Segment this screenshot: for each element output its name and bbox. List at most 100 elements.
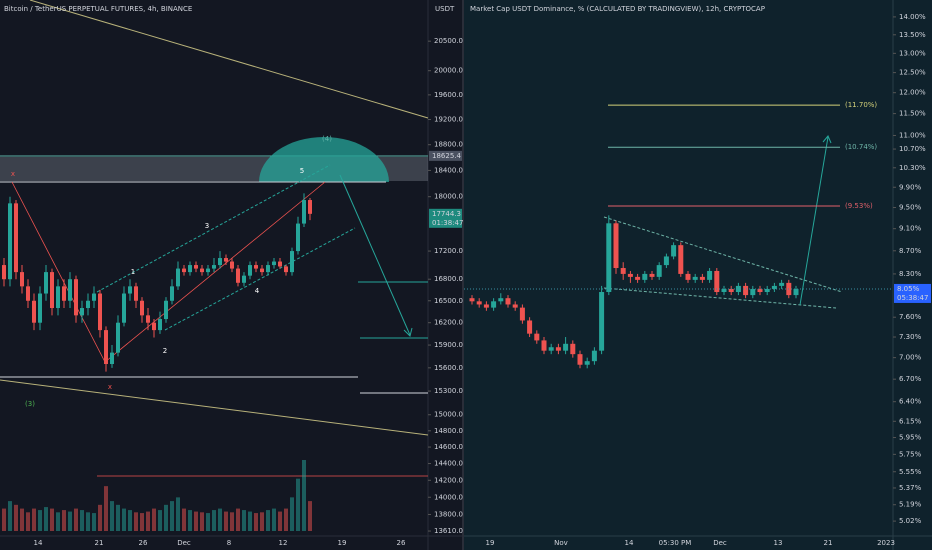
x-tick-label: Dec [713,539,727,547]
candle-body [671,245,677,257]
candle-body [627,273,633,277]
x-tick-label: 12 [279,539,288,547]
candle-body [128,286,132,294]
x-tick-label: 14 [34,539,43,547]
candle-body [728,288,734,293]
y-tick-label: 9.90% [899,183,922,191]
volume-bar [224,511,228,531]
candle-body [757,288,763,293]
candle-body [200,268,204,273]
y-tick-label: 17200.0 [434,247,463,255]
candle-body [50,272,54,309]
y-tick-label: 5.55% [899,468,922,476]
y-tick-label: 14000.0 [434,493,463,501]
candle-body [278,261,282,267]
volume-bar [194,511,198,531]
candle-body [302,200,306,224]
volume-bar [266,510,270,531]
candle-body [266,265,270,273]
volume-bar [140,513,144,531]
volume-bar [14,504,18,531]
y-tick-label: 6.70% [899,375,922,383]
y-tick-label: 10.30% [899,164,926,172]
volume-bar [128,510,132,531]
volume-bar [164,504,168,531]
candle-body [146,315,150,323]
volume-bar [308,501,312,531]
candle-body [158,319,162,331]
y-tick-label: 14.00% [899,13,926,21]
volume-bar [56,512,60,531]
candle-body [122,293,126,323]
x-tick-label: 19 [486,539,495,547]
candle-body [134,286,138,301]
arrow-head [403,327,413,337]
candle-body [779,282,785,286]
candle-body [272,261,276,266]
title: Bitcoin / TetherUS PERPETUAL FUTURES, 4h… [4,5,192,13]
candle-body [110,352,114,365]
wave-label: 4 [255,287,260,295]
y-tick-label: 18000.0 [434,193,463,201]
y-tick-label: 7.00% [899,354,922,362]
candle-body [38,293,42,323]
volume-bar [8,501,12,531]
candle-body [230,261,234,269]
candle-body [563,343,569,351]
volume-bar [206,513,210,531]
y-tick-label: 5.37% [899,484,922,492]
wave-label: 5 [300,167,304,175]
level-label: (10.74%) [845,143,877,151]
candle-body [527,320,533,334]
y-tick-label: 5.95% [899,434,922,442]
candle-body [656,265,662,277]
candle-body [519,307,525,321]
y-tick-label: 10.70% [899,145,926,153]
candle-body [699,276,705,280]
volume-bar [38,510,42,531]
volume-bar [32,508,36,531]
x-tick-label: 8 [227,539,231,547]
candle-body [80,308,84,316]
channel [164,227,356,331]
y-tick-label: 7.60% [899,313,922,321]
arrow [339,174,411,336]
candle-body [164,300,168,320]
candle-body [140,300,144,316]
volume-bar [236,508,240,531]
candle-body [236,268,240,283]
triangle [603,216,843,293]
price-label-box [894,283,931,303]
volume-bar [176,497,180,531]
arrow-head [822,135,832,144]
candle-body [212,265,216,269]
price-label: 17744.3 [432,210,461,218]
y-tick-label: 15300.0 [434,387,463,395]
triangle [603,287,837,309]
candle-body [476,301,482,305]
x-tick-label: 05:30 PM [659,539,692,547]
y-tick-label: 13.50% [899,31,926,39]
candle-body [469,298,475,302]
x-tick-label: 14 [625,539,634,547]
candle-body [642,273,648,280]
candle-body [224,258,228,262]
candle-body [555,347,561,351]
volume-bar [104,486,108,531]
candle-body [570,343,576,355]
candle-body [505,298,511,305]
y-tick-label: 9.10% [899,225,922,233]
candle-body [116,322,120,353]
candle-body [206,268,210,273]
y-tick-label: 7.30% [899,333,922,341]
x-tick-label: 19 [338,539,347,547]
candle-body [74,279,78,316]
candle-body [743,285,749,296]
y-tick-label: 15900.0 [434,341,463,349]
candle-body [764,288,770,293]
y-tick-label: 19600.0 [434,91,463,99]
y-tick-label: 6.40% [899,398,922,406]
candle-body [242,275,246,283]
volume-bar [212,510,216,531]
x-tick-label: 26 [397,539,406,547]
